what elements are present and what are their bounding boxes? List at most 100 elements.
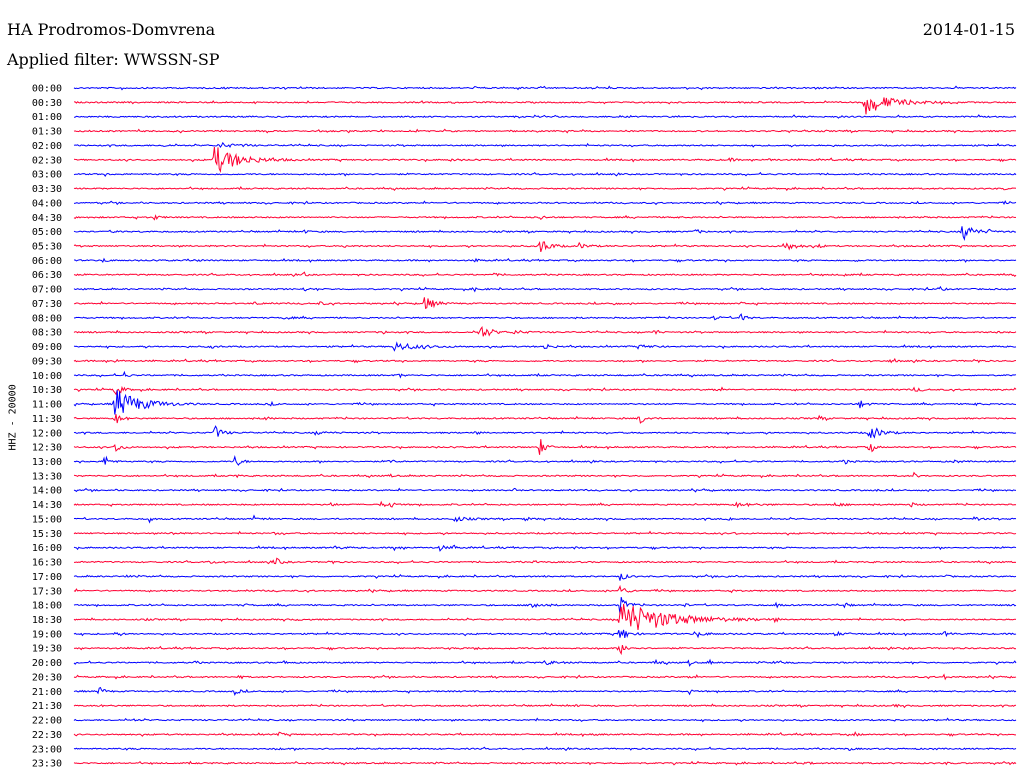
trace-2330 bbox=[73, 760, 1017, 766]
filter-label: Applied filter: WWSSN-SP bbox=[7, 50, 220, 69]
trace-2130 bbox=[73, 703, 1017, 709]
trace-0230 bbox=[73, 146, 1017, 173]
trace-1500 bbox=[73, 514, 1017, 524]
trace-1130 bbox=[73, 414, 1017, 424]
row-label-1430: 14:30 bbox=[32, 500, 62, 511]
trace-1830 bbox=[73, 603, 1017, 630]
row-label-0900: 09:00 bbox=[32, 342, 62, 353]
row-label-0530: 05:30 bbox=[32, 242, 62, 253]
row-label-0000: 00:00 bbox=[32, 84, 62, 95]
row-label-2130: 21:30 bbox=[32, 701, 62, 712]
row-label-1330: 13:30 bbox=[32, 471, 62, 482]
row-label-1530: 15:30 bbox=[32, 529, 62, 540]
row-label-2200: 22:00 bbox=[32, 716, 62, 727]
trace-0930 bbox=[73, 357, 1017, 364]
trace-0900 bbox=[73, 341, 1017, 352]
row-label-2230: 22:30 bbox=[32, 730, 62, 741]
trace-2200 bbox=[73, 717, 1017, 723]
trace-0330 bbox=[73, 186, 1017, 192]
trace-2230 bbox=[73, 731, 1016, 738]
trace-1430 bbox=[73, 500, 1017, 509]
trace-0730 bbox=[73, 297, 1017, 310]
row-label-2300: 23:00 bbox=[32, 744, 62, 755]
trace-0030 bbox=[74, 97, 1017, 115]
row-label-1730: 17:30 bbox=[32, 586, 62, 597]
row-label-0500: 05:00 bbox=[32, 227, 62, 238]
trace-2300 bbox=[73, 746, 1017, 752]
row-label-1200: 12:00 bbox=[32, 428, 62, 439]
row-label-2330: 23:30 bbox=[32, 759, 62, 770]
trace-1230 bbox=[73, 439, 1017, 455]
trace-0430 bbox=[73, 214, 1017, 221]
row-label-1700: 17:00 bbox=[32, 572, 62, 583]
trace-1300 bbox=[73, 454, 1017, 466]
date-label: 2014-01-15 bbox=[922, 20, 1015, 39]
trace-1900 bbox=[73, 629, 1017, 639]
row-label-0630: 06:30 bbox=[32, 270, 62, 281]
trace-0830 bbox=[73, 326, 1017, 337]
station-title: HA Prodromos-Domvrena bbox=[7, 20, 216, 39]
trace-0000 bbox=[73, 85, 1017, 91]
row-label-0130: 01:30 bbox=[32, 127, 62, 138]
row-label-0230: 02:30 bbox=[32, 155, 62, 166]
trace-0700 bbox=[73, 285, 1017, 293]
row-label-0730: 07:30 bbox=[32, 299, 62, 310]
row-label-0430: 04:30 bbox=[32, 213, 62, 224]
trace-1000 bbox=[73, 370, 1017, 379]
row-label-1230: 12:30 bbox=[32, 443, 62, 454]
trace-1200 bbox=[73, 425, 1017, 439]
row-label-1600: 16:00 bbox=[32, 543, 62, 554]
trace-1630 bbox=[74, 557, 1017, 565]
trace-1600 bbox=[73, 544, 1017, 552]
row-label-2100: 21:00 bbox=[32, 687, 62, 698]
row-label-1800: 18:00 bbox=[32, 601, 62, 612]
row-label-0400: 04:00 bbox=[32, 198, 62, 209]
trace-1400 bbox=[73, 487, 1017, 493]
trace-1800 bbox=[73, 596, 1017, 615]
trace-1330 bbox=[73, 471, 1017, 479]
trace-1930 bbox=[73, 644, 1017, 656]
row-label-1300: 13:00 bbox=[32, 457, 62, 468]
row-label-0700: 07:00 bbox=[32, 285, 62, 296]
row-label-0100: 01:00 bbox=[32, 112, 62, 123]
trace-0300 bbox=[73, 171, 1017, 178]
trace-0600 bbox=[74, 257, 1017, 263]
row-label-1630: 16:30 bbox=[32, 558, 62, 569]
trace-2030 bbox=[73, 673, 1017, 681]
row-label-0030: 00:30 bbox=[32, 98, 62, 109]
trace-1530 bbox=[73, 530, 1017, 536]
trace-0400 bbox=[73, 200, 1017, 206]
row-label-0300: 03:00 bbox=[32, 170, 62, 181]
row-label-1830: 18:30 bbox=[32, 615, 62, 626]
trace-0800 bbox=[73, 313, 1017, 321]
row-label-1130: 11:30 bbox=[32, 414, 62, 425]
row-label-0330: 03:30 bbox=[32, 184, 62, 195]
row-label-0600: 06:00 bbox=[32, 256, 62, 267]
trace-0500 bbox=[73, 226, 1017, 241]
row-label-0200: 02:00 bbox=[32, 141, 62, 152]
trace-2100 bbox=[73, 686, 1017, 696]
trace-1100 bbox=[73, 390, 1017, 415]
trace-0200 bbox=[73, 141, 1017, 149]
row-label-1100: 11:00 bbox=[32, 400, 62, 411]
row-label-1030: 10:30 bbox=[32, 385, 62, 396]
trace-0100 bbox=[73, 114, 1017, 119]
row-label-0830: 08:30 bbox=[32, 328, 62, 339]
trace-2000 bbox=[73, 658, 1017, 667]
row-label-2000: 20:00 bbox=[32, 658, 62, 669]
row-label-2030: 20:30 bbox=[32, 672, 62, 683]
trace-1700 bbox=[73, 573, 1017, 581]
row-label-1400: 14:00 bbox=[32, 486, 62, 497]
trace-0130 bbox=[73, 128, 1017, 134]
trace-1030 bbox=[73, 385, 1017, 396]
row-label-1500: 15:00 bbox=[32, 514, 62, 525]
trace-0530 bbox=[73, 240, 1017, 253]
trace-1730 bbox=[73, 584, 1017, 594]
trace-0630 bbox=[73, 271, 1017, 278]
row-label-1930: 19:30 bbox=[32, 644, 62, 655]
row-label-1900: 19:00 bbox=[32, 629, 62, 640]
row-label-0800: 08:00 bbox=[32, 313, 62, 324]
row-label-1000: 10:00 bbox=[32, 371, 62, 382]
row-label-0930: 09:30 bbox=[32, 356, 62, 367]
